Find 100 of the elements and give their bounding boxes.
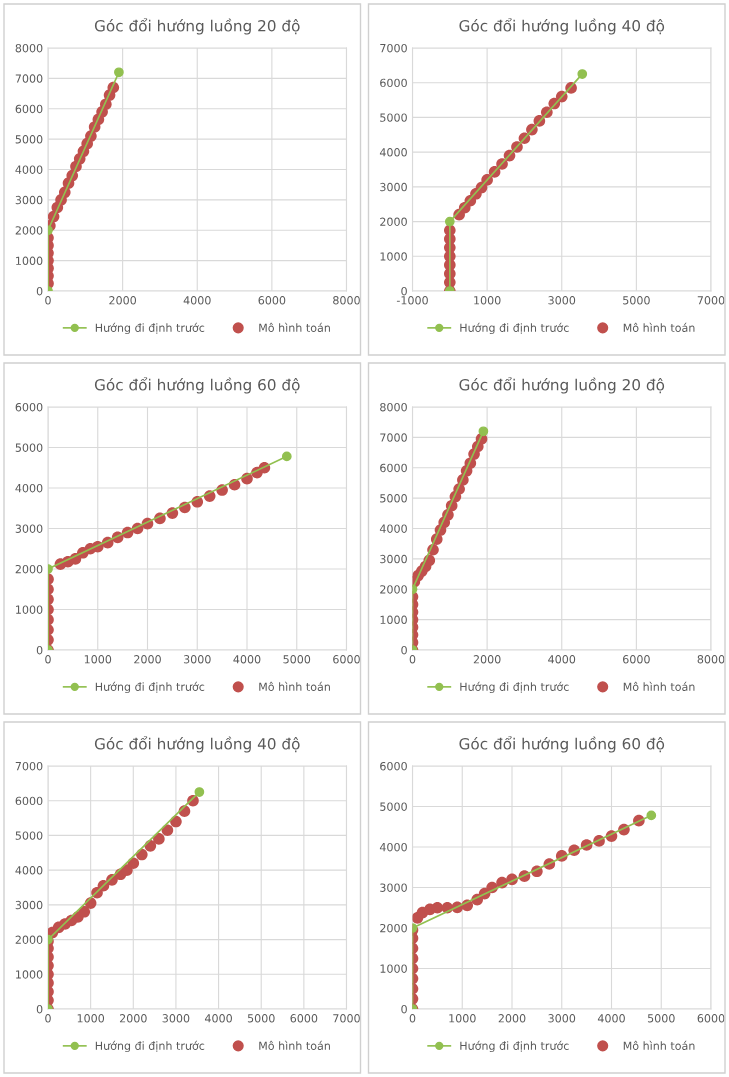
y-tick-label: 1000 (16, 605, 43, 614)
x-tick-label: 7000 (697, 296, 725, 305)
legend-label: Mô hình toán (259, 1040, 330, 1050)
legend-label: Hướng đi định trước (460, 1040, 569, 1053)
y-tick-label: 2000 (15, 226, 43, 235)
x-tick-label: 6000 (623, 655, 650, 664)
legend-label: Mô hình toán (259, 681, 330, 691)
x-tick-label: 2000 (473, 655, 501, 664)
y-tick-label: 6000 (380, 463, 407, 473)
y-tick-label: 3000 (380, 883, 407, 892)
x-tick-label: 5000 (247, 1014, 275, 1023)
y-tick-label: 3000 (15, 900, 43, 910)
legend-label: Mô hình toán (623, 1040, 695, 1050)
chart-title: Góc đổi hướng luồng 20 độ (94, 18, 300, 35)
x-tick-label: 4000 (597, 1014, 625, 1023)
y-tick-label: 7000 (380, 433, 407, 442)
x-tick-label: -1000 (396, 296, 428, 305)
y-tick-label: 4000 (15, 483, 43, 493)
y-tick-label: 7000 (15, 74, 43, 83)
legend-label: Hướng đi định trước (460, 681, 569, 694)
y-tick-label: 7000 (380, 43, 407, 53)
y-tick-label: 2000 (380, 585, 407, 594)
y-tick-label: 4000 (379, 842, 407, 852)
y-tick-label: 8000 (15, 43, 43, 53)
y-tick-label: 1000 (380, 615, 407, 624)
y-tick-label: 7000 (15, 761, 43, 771)
y-tick-label: 3000 (15, 524, 43, 533)
y-tick-label: 3000 (380, 182, 407, 192)
y-tick-label: 5000 (15, 443, 43, 452)
x-tick-label: 5000 (647, 1014, 675, 1023)
y-tick-label: 5000 (380, 494, 407, 503)
legend-label: Hướng đi định trước (95, 322, 205, 335)
y-tick-label: 2000 (380, 217, 407, 226)
x-tick-label: 7000 (333, 1014, 360, 1023)
x-tick-label: 6000 (290, 1014, 318, 1023)
x-tick-label: 0 (45, 655, 51, 664)
y-tick-label: 6000 (15, 104, 43, 114)
x-tick-label: 1000 (474, 296, 501, 305)
x-tick-label: 3000 (183, 655, 211, 664)
chart-title: Góc đổi hướng luồng 40 độ (459, 18, 665, 35)
y-tick-label: 0 (401, 1004, 407, 1014)
y-tick-label: 4000 (379, 148, 407, 157)
y-tick-label: 3000 (15, 195, 43, 205)
x-tick-label: 2000 (119, 1014, 147, 1023)
y-tick-label: 6000 (15, 402, 43, 412)
x-tick-label: 5000 (283, 655, 311, 664)
y-tick-label: 6000 (15, 796, 43, 806)
x-tick-label: 3000 (162, 1014, 190, 1023)
x-tick-label: 1000 (84, 655, 112, 664)
y-tick-label: 1000 (16, 970, 43, 979)
x-tick-label: 4000 (204, 1014, 232, 1023)
x-tick-label: 3000 (548, 296, 576, 305)
y-tick-label: 3000 (380, 554, 407, 564)
x-tick-label: 4000 (183, 296, 211, 305)
x-tick-label: 0 (409, 655, 416, 664)
x-tick-label: 2000 (498, 1014, 526, 1023)
y-tick-label: 2000 (15, 564, 43, 574)
y-tick-label: 4000 (379, 524, 407, 533)
x-tick-label: 6000 (697, 1014, 725, 1023)
chart-title: Góc đổi hướng luồng 60 độ (94, 377, 300, 394)
y-tick-label: 0 (401, 645, 407, 655)
y-tick-label: 6000 (380, 761, 407, 771)
x-tick-label: 4000 (548, 655, 576, 664)
legend-label: Mô hình toán (623, 681, 695, 691)
y-tick-label: 8000 (380, 402, 407, 412)
x-tick-label: 4000 (233, 655, 261, 664)
y-tick-label: 5000 (380, 802, 407, 811)
legend-label: Mô hình toán (623, 322, 695, 332)
y-tick-label: 0 (36, 1004, 43, 1014)
y-tick-label: 0 (36, 645, 43, 655)
y-tick-label: 4000 (15, 165, 43, 174)
chart-title: Góc đổi hướng luồng 40 độ (94, 736, 300, 753)
y-tick-label: 1000 (380, 964, 407, 973)
x-tick-label: 6000 (258, 296, 286, 305)
chart-title: Góc đổi hướng luồng 60 độ (459, 736, 665, 753)
x-tick-label: 0 (45, 296, 51, 305)
x-tick-label: 2000 (134, 655, 161, 664)
chart-title: Góc đổi hướng luồng 20 độ (459, 377, 665, 394)
x-tick-label: 1000 (449, 1014, 476, 1023)
y-tick-label: 5000 (15, 831, 43, 840)
y-tick-label: 0 (401, 286, 407, 296)
x-tick-label: 8000 (333, 296, 360, 305)
y-tick-label: 2000 (15, 935, 43, 944)
x-tick-label: 6000 (333, 655, 360, 664)
legend-label: Hướng đi định trước (95, 681, 205, 694)
x-tick-label: 2000 (109, 296, 137, 305)
y-tick-label: 5000 (15, 135, 43, 144)
x-tick-label: 0 (409, 1014, 416, 1023)
y-tick-label: 0 (36, 286, 43, 296)
y-tick-label: 2000 (380, 923, 407, 933)
x-tick-label: 3000 (548, 1014, 576, 1023)
legend-label: Hướng đi định trước (460, 322, 569, 335)
x-tick-label: 1000 (77, 1014, 105, 1023)
y-tick-label: 4000 (15, 866, 43, 875)
y-tick-label: 6000 (380, 78, 407, 88)
x-tick-label: 8000 (697, 655, 725, 664)
x-tick-label: 0 (45, 1014, 51, 1023)
y-tick-label: 1000 (380, 252, 407, 261)
y-tick-label: 5000 (380, 113, 407, 122)
legend-label: Hướng đi định trước (95, 1040, 205, 1053)
